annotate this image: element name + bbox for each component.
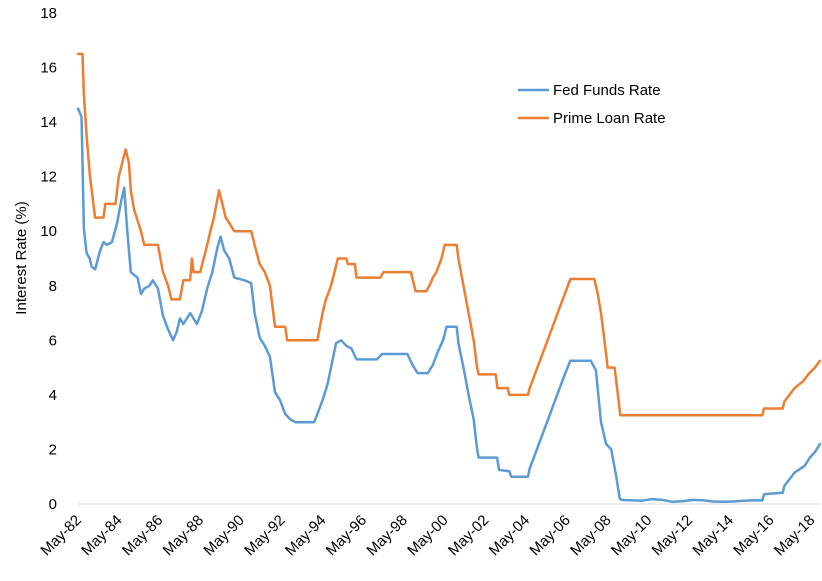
legend: Fed Funds Rate Prime Loan Rate — [518, 82, 666, 127]
x-tick-label: May-02 — [445, 512, 492, 559]
y-tick-label: 0 — [49, 496, 57, 513]
series-lines — [76, 52, 822, 504]
x-tick-label: May-84 — [78, 512, 125, 559]
x-tick-label: May-88 — [160, 512, 207, 559]
y-tick-label: 16 — [40, 60, 57, 77]
x-tick-label: May-96 — [323, 512, 370, 559]
legend-label: Fed Funds Rate — [553, 82, 661, 99]
x-tick-label: May-86 — [119, 512, 166, 559]
y-axis-title: Interest Rate (%) — [13, 201, 30, 314]
x-tick-label: May-82 — [37, 512, 84, 559]
x-tick-label: May-94 — [282, 512, 329, 559]
y-tick-label: 4 — [49, 387, 57, 404]
x-tick-label: May-92 — [241, 512, 288, 559]
x-axis-ticks: May-82May-84May-86May-88May-90May-92May-… — [37, 512, 818, 559]
y-tick-label: 2 — [49, 441, 57, 458]
x-tick-label: May-06 — [526, 512, 573, 559]
series-line-prime-loan-rate — [76, 52, 822, 417]
y-tick-label: 8 — [49, 278, 57, 295]
x-tick-label: May-08 — [567, 512, 614, 559]
y-tick-label: 14 — [40, 114, 57, 131]
x-tick-label: May-16 — [730, 512, 777, 559]
y-axis-ticks: 0 2 4 6 8 10 12 14 16 18 — [40, 5, 57, 513]
x-tick-label: May-98 — [363, 512, 410, 559]
x-tick-label: May-14 — [689, 512, 736, 559]
series-line-fed-funds-rate — [76, 107, 822, 504]
x-tick-label: May-04 — [486, 512, 533, 559]
x-tick-label: May-18 — [771, 512, 818, 559]
y-tick-label: 6 — [49, 332, 57, 349]
x-tick-label: May-10 — [608, 512, 655, 559]
y-tick-label: 18 — [40, 5, 57, 22]
x-tick-label: May-90 — [200, 512, 247, 559]
x-tick-label: May-12 — [649, 512, 696, 559]
y-tick-label: 10 — [40, 223, 57, 240]
x-tick-label: May-00 — [404, 512, 451, 559]
legend-label: Prime Loan Rate — [553, 110, 666, 127]
y-tick-label: 12 — [40, 169, 57, 186]
